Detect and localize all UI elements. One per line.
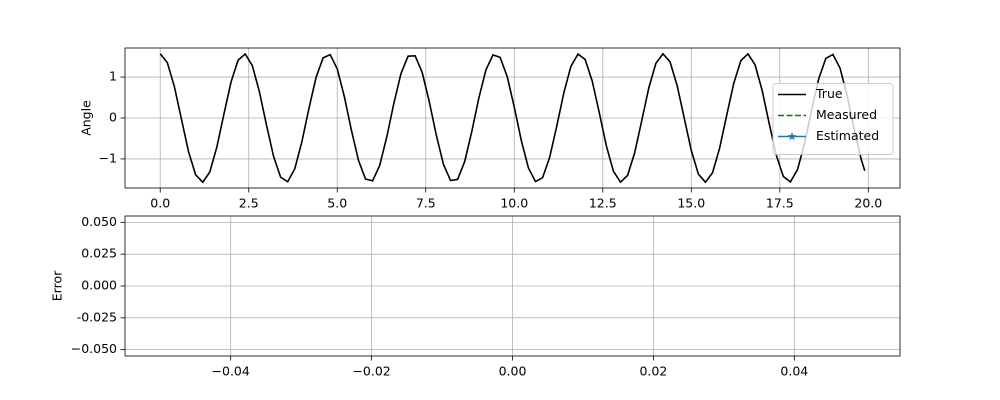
y-tick-label: −1 (99, 150, 117, 165)
legend-label: Measured (816, 107, 877, 122)
line (159, 52, 866, 184)
y-tick-label: 0.050 (81, 214, 117, 229)
axes-frame (124, 47, 901, 189)
legend-marker (787, 132, 797, 141)
y-tick-label: -0.025 (77, 309, 117, 324)
axes: 0.0 2.5 5.0 7.5 10.0 12.5 15.0 17.5 20.0 −1 0 1 Angl… (79, 47, 901, 211)
y-axis-label: Error (50, 270, 65, 301)
x-tick-label: 7.5 (416, 196, 436, 211)
x-tick-label: 15.0 (677, 196, 705, 211)
x-tick-label: 17.5 (766, 196, 794, 211)
axes: −0.04 −0.02 0.00 0.02 0.04 −0.050 -0.025 0.000 0… (50, 214, 901, 379)
x-tick-label: 2.5 (239, 196, 259, 211)
x-tick-label: −0.04 (212, 364, 250, 379)
x-tick-label: −0.02 (352, 364, 390, 379)
y-tick-label: 0.000 (81, 278, 117, 293)
x-tick-label: 5.0 (327, 196, 347, 211)
legend: True Measured Estimated (772, 83, 894, 155)
y-tick-label: 1 (109, 69, 117, 84)
x-tick-label: 0.04 (780, 364, 808, 379)
x-tick-label: 10.0 (500, 196, 528, 211)
y-axis-label: Angle (79, 100, 94, 136)
x-tick-label: 0.00 (499, 364, 527, 379)
x-tick-label: 0.0 (150, 196, 170, 211)
y-tick-label: −0.050 (71, 341, 117, 356)
x-tick-label: 0.02 (639, 364, 667, 379)
legend-label: Estimated (816, 128, 879, 143)
axes-frame (124, 215, 901, 357)
x-tick-label: 20.0 (854, 196, 882, 211)
y-tick-label: 0 (109, 110, 117, 125)
y-tick-label: 0.025 (81, 246, 117, 261)
x-tick-label: 12.5 (589, 196, 617, 211)
legend-label: True (815, 86, 843, 101)
